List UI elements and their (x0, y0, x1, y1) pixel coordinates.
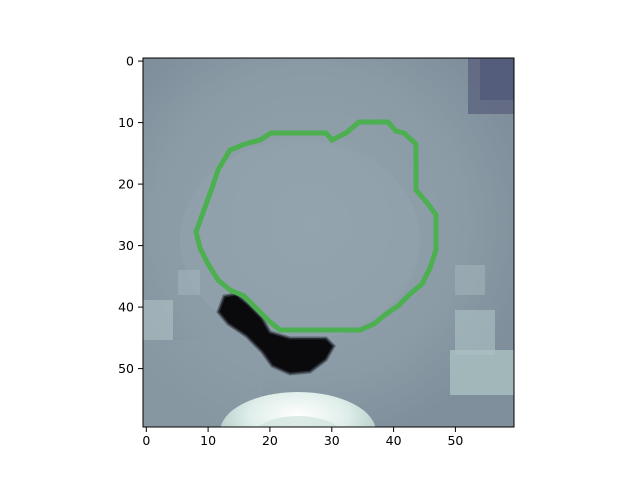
bright-patch-right (455, 310, 495, 355)
y-tick-label: 30 (118, 238, 134, 253)
x-tick-label: 40 (386, 433, 402, 448)
bone-structure (220, 392, 376, 427)
tissue-patch (180, 140, 420, 340)
y-tick-label: 20 (118, 177, 134, 192)
air-pocket-rim (216, 292, 336, 376)
bone-inner (257, 416, 339, 427)
x-tick-label: 10 (200, 433, 216, 448)
dark-corner-edge (480, 58, 514, 100)
bright-patch-right-lower (450, 350, 514, 395)
bright-patch-right-upper (455, 265, 485, 295)
segmentation-contour (193, 119, 439, 333)
y-tick-label: 50 (118, 361, 134, 376)
ct-image (143, 58, 514, 427)
axes-frame (142, 57, 515, 428)
y-axis: 0 10 20 30 40 50 (118, 54, 143, 376)
x-tick-label: 0 (142, 433, 150, 448)
x-tick-label: 30 (324, 433, 340, 448)
bright-patch-left-small (178, 270, 200, 295)
x-tick-label: 50 (447, 433, 463, 448)
y-tick-label: 0 (126, 54, 134, 69)
bright-patch-left (143, 300, 173, 340)
y-tick-label: 10 (118, 115, 134, 130)
y-tick-label: 40 (118, 300, 134, 315)
x-tick-label: 20 (262, 433, 278, 448)
x-axis: 0 10 20 30 40 50 (142, 427, 463, 448)
